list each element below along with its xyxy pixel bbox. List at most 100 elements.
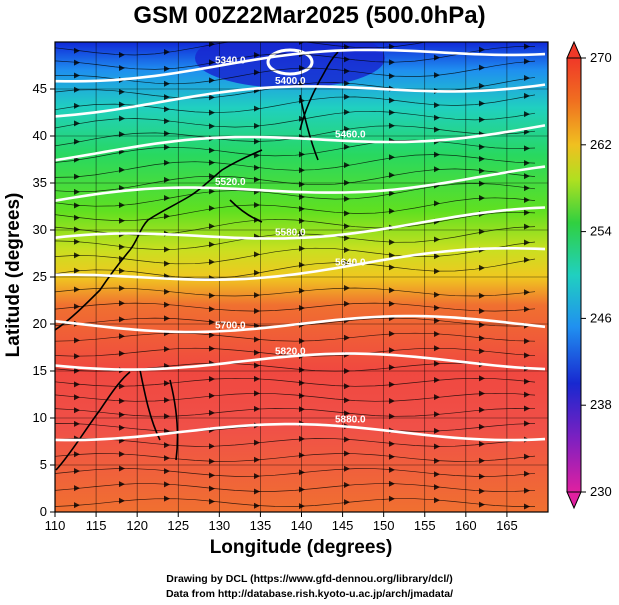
wind-arrow xyxy=(524,352,530,359)
wind-arrow xyxy=(479,194,485,201)
wind-arrow xyxy=(254,52,260,59)
contour-line xyxy=(55,314,546,334)
y-axis-label: Latitude (degrees) xyxy=(3,192,24,358)
wind-arrow xyxy=(479,488,485,495)
wind-arrow xyxy=(209,443,215,450)
wind-arrow xyxy=(254,201,260,208)
streamline xyxy=(55,483,536,492)
contour-label: 5820.0 xyxy=(275,347,306,358)
wind-arrow xyxy=(434,114,440,121)
wind-arrow xyxy=(389,190,395,197)
wind-arrow xyxy=(254,456,260,463)
wind-arrow xyxy=(479,64,485,71)
wind-arrow xyxy=(209,241,215,248)
wind-arrow xyxy=(209,345,215,352)
wind-arrow xyxy=(434,443,440,450)
wind-arrow xyxy=(119,88,125,95)
wind-arrow xyxy=(389,466,395,473)
y-tick-label: 30 xyxy=(33,222,47,237)
wind-arrow xyxy=(254,349,260,356)
streamline xyxy=(55,139,536,163)
wind-arrow xyxy=(164,288,170,295)
chart-title: GSM 00Z22Mar2025 (500.0hPa) xyxy=(133,2,486,29)
colorbar-tick-label: 270 xyxy=(590,50,612,65)
wind-arrow xyxy=(479,308,485,315)
contour-label: 5880.0 xyxy=(335,415,366,426)
wind-arrow xyxy=(74,267,80,274)
wind-arrow xyxy=(209,409,215,416)
wind-arrow xyxy=(74,202,80,209)
wind-arrow xyxy=(479,423,485,430)
wind-arrow xyxy=(299,452,305,459)
y-tick-label: 10 xyxy=(33,410,47,425)
x-tick-label: 150 xyxy=(373,518,395,533)
wind-arrow xyxy=(164,118,170,125)
wind-arrow xyxy=(74,353,80,360)
wind-arrow xyxy=(434,291,440,298)
streamline xyxy=(55,392,536,402)
wind-arrow xyxy=(524,173,530,180)
wind-arrow xyxy=(389,122,395,129)
wind-arrow xyxy=(389,264,395,271)
wind-arrow xyxy=(74,47,80,54)
streamline xyxy=(55,46,536,70)
wind-arrow xyxy=(119,451,125,458)
wind-arrow xyxy=(389,109,395,116)
streamline xyxy=(55,287,536,297)
low-center-contour xyxy=(266,48,314,76)
wind-arrow xyxy=(209,77,215,84)
contour-line xyxy=(55,422,546,442)
wind-arrow xyxy=(479,473,485,480)
wind-arrow xyxy=(299,469,305,476)
wind-arrow xyxy=(389,287,395,294)
wind-arrow xyxy=(119,383,125,390)
wind-arrow xyxy=(164,260,170,267)
y-tick-label: 35 xyxy=(33,175,47,190)
wind-arrow xyxy=(479,375,485,382)
wind-arrow xyxy=(254,42,255,43)
wind-arrow xyxy=(74,367,80,374)
contour-line xyxy=(55,206,546,240)
wind-arrow xyxy=(299,392,305,399)
wind-arrow xyxy=(119,51,125,58)
x-tick-label: 130 xyxy=(208,518,230,533)
wind-arrow xyxy=(254,488,260,495)
wind-arrow xyxy=(344,162,350,169)
wind-arrow xyxy=(524,487,530,494)
streamline xyxy=(55,258,536,279)
wind-arrow xyxy=(254,292,260,299)
wind-arrow xyxy=(389,59,395,66)
streamline xyxy=(55,468,536,477)
wind-arrow xyxy=(74,72,80,79)
wind-arrow xyxy=(389,330,395,337)
wind-arrow xyxy=(254,251,260,258)
wind-arrow xyxy=(344,80,350,87)
wind-arrow xyxy=(344,397,350,404)
wind-arrow xyxy=(389,73,395,80)
wind-arrow xyxy=(119,497,125,504)
wind-arrow xyxy=(164,130,170,137)
wind-arrow xyxy=(164,246,170,253)
wind-arrow xyxy=(479,143,485,150)
colorbar-tick-label: 254 xyxy=(590,224,612,239)
wind-arrow xyxy=(119,481,125,488)
colorbar-top-arrow xyxy=(566,40,582,59)
wind-arrow xyxy=(254,336,260,343)
wind-arrow xyxy=(74,86,80,93)
wind-arrow xyxy=(389,453,395,460)
contour-label: 5700.0 xyxy=(215,320,246,331)
wind-arrow xyxy=(119,202,125,209)
streamline xyxy=(55,197,536,221)
wind-arrow xyxy=(524,453,530,460)
wind-arrow xyxy=(434,331,440,338)
wind-arrow xyxy=(524,289,530,296)
wind-arrow xyxy=(74,252,80,259)
wind-arrow xyxy=(524,43,530,50)
wind-arrow xyxy=(209,94,215,101)
x-axis-ticks: 110 115 120 125 130 135 140 145 150 155 160 165 xyxy=(45,512,518,533)
streamline xyxy=(55,125,536,147)
y-tick-label: 40 xyxy=(33,128,47,143)
wind-arrow xyxy=(164,495,170,502)
streamline xyxy=(55,453,536,462)
wind-arrow xyxy=(389,381,395,388)
